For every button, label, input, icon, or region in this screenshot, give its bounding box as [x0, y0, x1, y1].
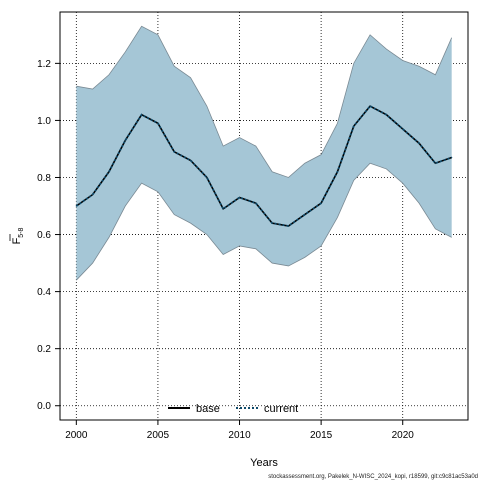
current-point: [238, 196, 241, 199]
x-tick-label: 2005: [147, 430, 170, 441]
band-upper-edge: [76, 25, 453, 178]
current-point: [173, 151, 175, 153]
current-point: [108, 171, 110, 173]
current-point: [369, 105, 371, 107]
band-lower-edge: [76, 162, 452, 281]
y-tick-label: 0.6: [37, 230, 51, 241]
watermark-text: stockassessment.org, Pakelek_N-WISC_2024…: [268, 474, 478, 480]
y-tick-label: 1.2: [37, 59, 51, 70]
axes: 2000 2005 2010 2015 2020 0.0 0.2 0.4 0.6 0.8 1.0 1.…: [37, 59, 414, 441]
legend: base current: [168, 403, 298, 415]
legend-label-base: base: [196, 403, 220, 415]
y-tick-label: 0.0: [37, 401, 51, 412]
confidence-band: [76, 25, 453, 281]
current-point: [206, 176, 208, 179]
current-point: [418, 142, 420, 144]
current-point: [304, 213, 306, 216]
current-point: [92, 194, 94, 196]
svg-text:F5-8: F5-8: [11, 227, 25, 244]
current-point: [271, 222, 273, 224]
current-point: [385, 114, 387, 116]
y-axis-title: F5-8: [9, 227, 25, 244]
y-axis-title-main: F: [11, 237, 23, 244]
plot-frame: [59, 11, 469, 421]
x-tick-label: 2020: [392, 430, 415, 441]
estimate-line: [75, 105, 453, 227]
current-point: [222, 208, 224, 210]
y-tick-label: 0.4: [37, 287, 51, 298]
current-point: [141, 114, 143, 116]
x-axis-title: Years: [250, 457, 278, 469]
x-tick-label: 2010: [228, 430, 251, 441]
current-point: [255, 202, 257, 204]
y-tick-label: 0.2: [37, 344, 51, 355]
y-axis-title-sub: 5-8: [18, 227, 25, 237]
legend-label-current: current: [264, 403, 298, 415]
current-point: [320, 202, 322, 204]
current-point: [75, 205, 77, 207]
current-point: [434, 162, 436, 164]
x-tick-label: 2015: [310, 430, 333, 441]
y-tick-label: 1.0: [37, 116, 51, 127]
current-point: [287, 225, 290, 227]
y-tick-label: 0.8: [37, 173, 51, 184]
current-point: [402, 128, 404, 130]
current-point: [451, 156, 453, 159]
current-point: [336, 171, 339, 173]
x-tick-label: 2000: [65, 430, 88, 441]
current-point: [353, 125, 355, 127]
current-line: [75, 105, 452, 227]
band-area: [76, 26, 452, 281]
current-point: [189, 159, 192, 161]
current-point: [157, 122, 159, 124]
current-point: [124, 139, 126, 141]
